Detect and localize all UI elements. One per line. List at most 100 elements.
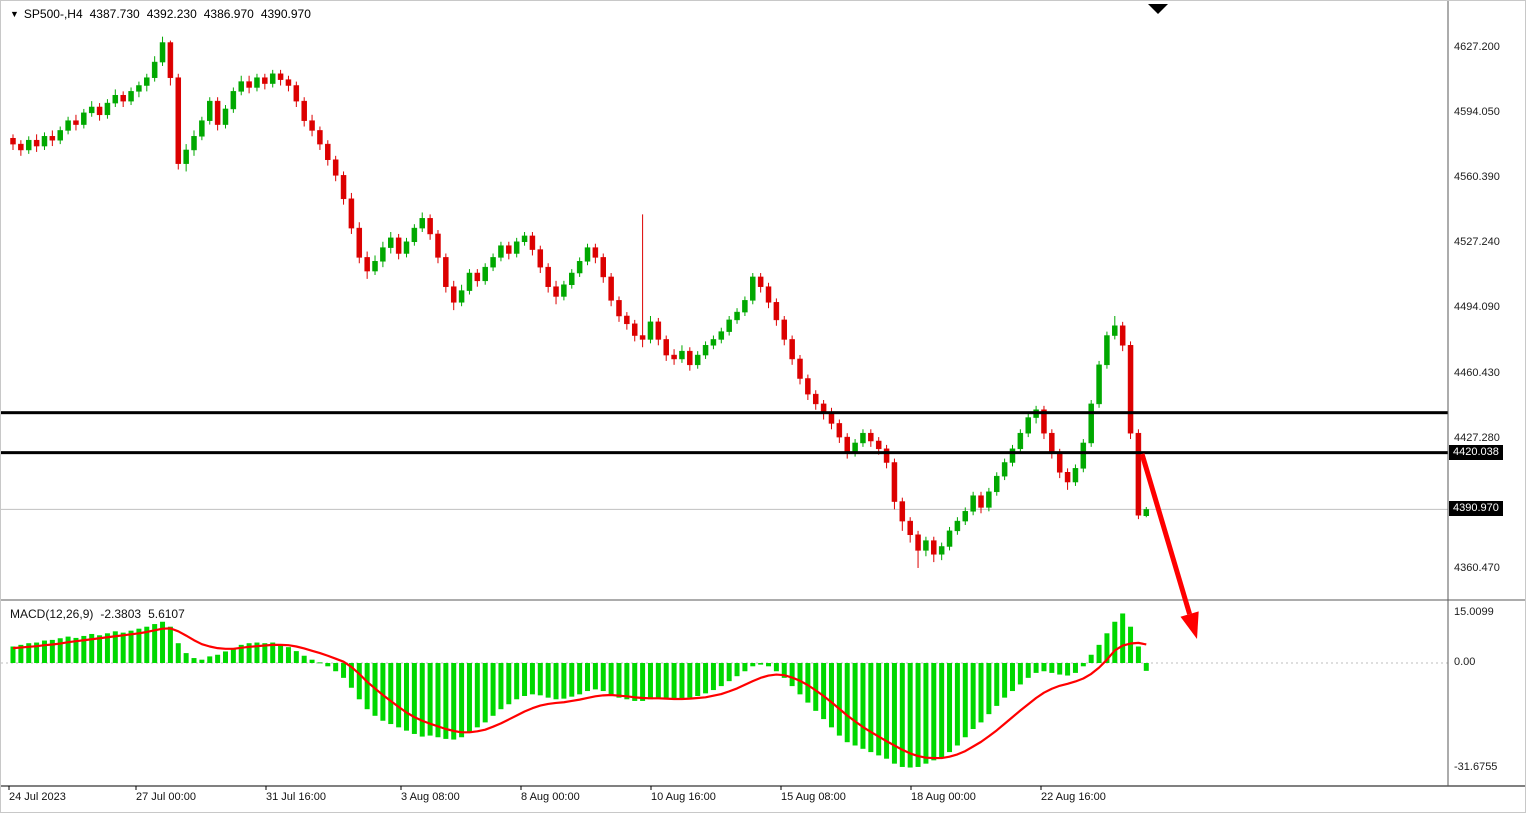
- candle: [860, 429, 866, 447]
- candle: [427, 214, 433, 240]
- candle: [781, 315, 788, 346]
- macd-bar: [325, 663, 331, 667]
- price-axis-label: 4427.280: [1454, 431, 1500, 444]
- candle: [262, 73, 268, 90]
- macd-bar: [884, 663, 890, 759]
- candle: [742, 296, 748, 316]
- candle: [655, 317, 662, 346]
- resistance-line[interactable]: [1, 411, 1448, 415]
- candle-body: [529, 235, 536, 250]
- trend-arrow-shaft[interactable]: [1139, 453, 1192, 615]
- macd-bar: [10, 646, 16, 663]
- macd-bar: [797, 663, 803, 695]
- candle: [938, 542, 945, 561]
- candle-body: [702, 345, 709, 356]
- macd-bar: [852, 663, 858, 746]
- macd-bar: [1057, 663, 1063, 675]
- macd-axis-label: 15.0099: [1454, 606, 1494, 619]
- macd-bar: [419, 663, 425, 737]
- macd-bar: [632, 663, 638, 701]
- macd-bar: [1017, 663, 1023, 685]
- candle-body: [159, 42, 166, 63]
- candle-body: [726, 319, 732, 332]
- candle: [41, 132, 48, 150]
- candle: [789, 335, 795, 365]
- candle-body: [1041, 409, 1047, 434]
- candle-body: [883, 448, 890, 463]
- candle: [1096, 360, 1102, 408]
- macd-bar: [1080, 663, 1086, 667]
- candle: [356, 222, 363, 264]
- macd-bar: [451, 663, 457, 740]
- candle: [812, 390, 819, 410]
- macd-bar: [278, 644, 284, 663]
- candle-body: [301, 100, 307, 121]
- candle: [828, 407, 835, 430]
- macd-bar: [522, 663, 528, 696]
- macd-bar: [285, 647, 291, 663]
- macd-bar: [104, 633, 110, 663]
- candle: [490, 253, 496, 272]
- candle-body: [65, 120, 71, 131]
- candle-body: [474, 272, 481, 282]
- time-axis[interactable]: 24 Jul 2023 27 Jul 00:00 31 Jul 16:00 3 Aug…: [1, 787, 1448, 812]
- candle-body: [986, 491, 992, 508]
- candle: [230, 87, 237, 113]
- candle: [1104, 331, 1110, 369]
- candle-body: [498, 245, 504, 258]
- macd-bar: [655, 663, 661, 699]
- chart-shift-marker-icon[interactable]: [1148, 4, 1168, 14]
- macd-bar: [923, 663, 929, 764]
- candle: [49, 130, 56, 147]
- trend-arrow[interactable]: [1139, 453, 1199, 639]
- candle-body: [978, 495, 984, 508]
- symbol-dropdown-icon[interactable]: ▼: [10, 9, 19, 19]
- candle: [545, 263, 551, 293]
- candle-body: [561, 284, 567, 297]
- candle-body: [789, 339, 795, 360]
- trend-arrow-head[interactable]: [1180, 611, 1199, 639]
- candle-body: [411, 227, 418, 243]
- candle: [1017, 429, 1024, 453]
- macd-bar: [49, 639, 55, 663]
- candle-body: [18, 143, 24, 151]
- candle: [1049, 429, 1055, 459]
- candle-body: [33, 139, 40, 147]
- candle-body: [757, 276, 764, 287]
- candle-body: [631, 323, 638, 336]
- macd-bar: [89, 633, 95, 663]
- candle: [608, 273, 614, 307]
- macd-bar: [411, 663, 417, 734]
- candle: [199, 116, 205, 141]
- macd-bar: [498, 663, 504, 710]
- candle: [57, 126, 63, 145]
- macd-bar: [868, 663, 874, 753]
- macd-label: MACD(12,26,9): [10, 607, 94, 621]
- candle-body: [970, 495, 976, 512]
- macd-bar: [718, 663, 724, 687]
- candle-body: [25, 139, 32, 151]
- macd-bar: [333, 663, 339, 672]
- macd-bar: [907, 663, 913, 768]
- macd-bar: [230, 648, 236, 663]
- candle: [25, 136, 32, 154]
- candle: [757, 273, 764, 293]
- candle-body: [112, 95, 119, 104]
- candle-body: [875, 440, 882, 450]
- candle-body: [553, 286, 559, 297]
- price-axis[interactable]: 4627.200 4594.050 4560.390 4527.240 4494.090…: [1448, 1, 1525, 786]
- macd-bar: [695, 663, 701, 696]
- candle: [616, 296, 622, 322]
- candle-body: [1119, 325, 1126, 346]
- macd-bar: [293, 651, 299, 663]
- candle: [458, 284, 465, 307]
- candle-body: [1072, 468, 1079, 483]
- candle: [435, 230, 441, 264]
- candle: [907, 517, 913, 543]
- price-axis-label: 4627.200: [1454, 41, 1500, 53]
- candle-body: [600, 257, 606, 278]
- macd-bar: [112, 631, 118, 663]
- macd-bar: [152, 624, 158, 663]
- support-line[interactable]: [1, 451, 1448, 455]
